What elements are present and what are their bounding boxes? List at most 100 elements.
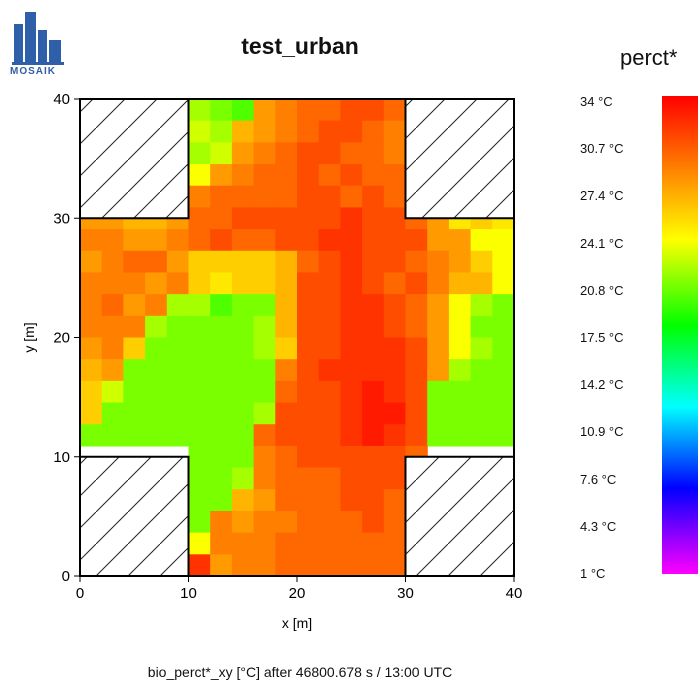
heatmap-cell bbox=[188, 120, 211, 143]
heatmap-cell bbox=[383, 120, 407, 143]
heatmap-cell bbox=[253, 532, 276, 555]
heatmap-cell bbox=[340, 185, 363, 209]
heatmap-cell bbox=[340, 315, 363, 339]
heatmap-cell bbox=[340, 120, 363, 143]
heatmap-cell bbox=[231, 142, 255, 165]
heatmap-cell bbox=[210, 164, 233, 187]
heatmap-cell bbox=[297, 142, 320, 165]
heatmap-cell bbox=[383, 250, 407, 274]
mosaik-logo: MOSAIK bbox=[8, 10, 70, 80]
heatmap-cell bbox=[362, 164, 385, 187]
heatmap-cell bbox=[470, 272, 493, 295]
heatmap-cell bbox=[470, 315, 493, 339]
heatmap-cell bbox=[340, 510, 363, 534]
heatmap-cell bbox=[253, 424, 276, 447]
colorbar bbox=[662, 96, 698, 574]
heatmap-cell bbox=[210, 250, 233, 274]
heatmap-cell bbox=[470, 294, 493, 317]
heatmap-cell bbox=[362, 489, 385, 512]
heatmap-cell bbox=[448, 337, 472, 360]
heatmap-cell bbox=[318, 424, 341, 447]
heatmap-cell bbox=[101, 229, 124, 252]
heatmap-cell bbox=[253, 337, 276, 360]
heatmap-cell bbox=[145, 272, 168, 295]
heatmap-cell bbox=[383, 380, 407, 404]
heatmap-cell bbox=[188, 424, 211, 447]
heatmap-cell bbox=[383, 164, 407, 187]
heatmap-cell bbox=[231, 229, 255, 252]
heatmap-cell bbox=[340, 424, 363, 447]
heatmap-cell bbox=[210, 142, 233, 165]
heatmap-cell bbox=[231, 185, 255, 209]
heatmap-cell bbox=[405, 337, 428, 360]
heatmap-cell bbox=[275, 207, 298, 230]
heatmap-cell bbox=[427, 272, 450, 295]
heatmap-cell bbox=[492, 337, 515, 360]
heatmap-cell bbox=[383, 315, 407, 339]
heatmap-cell bbox=[231, 315, 255, 339]
heatmap-cell bbox=[253, 380, 276, 404]
heatmap-cell bbox=[275, 229, 298, 252]
heatmap-cell bbox=[123, 294, 146, 317]
heatmap-cell bbox=[166, 359, 190, 382]
heatmap-cell bbox=[101, 315, 124, 339]
heatmap-cell bbox=[145, 294, 168, 317]
heatmap-cell bbox=[318, 99, 341, 122]
heatmap-cell bbox=[145, 250, 168, 274]
heatmap-cell bbox=[145, 315, 168, 339]
colorbar-tick-label: 27.4 °C bbox=[580, 188, 624, 204]
heatmap-cells bbox=[80, 99, 515, 577]
heatmap-cell bbox=[101, 294, 124, 317]
heatmap-cell bbox=[123, 250, 146, 274]
heatmap-cell bbox=[231, 554, 255, 577]
heatmap-cell bbox=[470, 337, 493, 360]
heatmap-cell bbox=[297, 337, 320, 360]
heatmap-cell bbox=[80, 380, 103, 404]
heatmap-cell bbox=[80, 402, 103, 425]
heatmap-cell bbox=[427, 359, 450, 382]
heatmap-cell bbox=[318, 185, 341, 209]
heatmap-cell bbox=[448, 315, 472, 339]
heatmap-cell bbox=[231, 445, 255, 469]
heatmap-cell bbox=[362, 337, 385, 360]
heatmap-cell bbox=[210, 337, 233, 360]
heatmap-cell bbox=[231, 164, 255, 187]
heatmap-cell bbox=[275, 402, 298, 425]
heatmap-cell bbox=[80, 424, 103, 447]
heatmap-cell bbox=[123, 424, 146, 447]
building-hatch bbox=[404, 98, 515, 220]
heatmap-cell bbox=[210, 424, 233, 447]
heatmap-cell bbox=[101, 359, 124, 382]
heatmap-cell bbox=[340, 467, 363, 490]
x-tick-label: 20 bbox=[289, 585, 306, 602]
heatmap-cell bbox=[275, 510, 298, 534]
heatmap-cell bbox=[166, 337, 190, 360]
heatmap-cell bbox=[166, 424, 190, 447]
heatmap-cell bbox=[318, 380, 341, 404]
heatmap-cell bbox=[253, 207, 276, 230]
heatmap-cell bbox=[275, 294, 298, 317]
heatmap-cell bbox=[231, 359, 255, 382]
heatmap-cell bbox=[448, 359, 472, 382]
heatmap-cell bbox=[188, 359, 211, 382]
heatmap-cell bbox=[188, 554, 211, 577]
heatmap-cell bbox=[166, 294, 190, 317]
heatmap-cell bbox=[123, 359, 146, 382]
heatmap-cell bbox=[297, 359, 320, 382]
heatmap-cell bbox=[427, 380, 450, 404]
heatmap-cell bbox=[362, 229, 385, 252]
y-tick-label: 10 bbox=[53, 449, 70, 466]
colorbar-tick-label: 1 °C bbox=[580, 566, 606, 581]
heatmap-cell bbox=[448, 229, 472, 252]
heatmap-cell bbox=[253, 554, 276, 577]
heatmap-cell bbox=[275, 445, 298, 469]
heatmap-cell bbox=[318, 164, 341, 187]
heatmap-cell bbox=[383, 142, 407, 165]
heatmap-cell bbox=[188, 250, 211, 274]
heatmap-cell bbox=[492, 424, 515, 447]
heatmap-cell bbox=[492, 272, 515, 295]
x-tick-label: 0 bbox=[76, 585, 84, 602]
heatmap-cell bbox=[275, 337, 298, 360]
heatmap-cell bbox=[166, 229, 190, 252]
heatmap-cell bbox=[297, 402, 320, 425]
